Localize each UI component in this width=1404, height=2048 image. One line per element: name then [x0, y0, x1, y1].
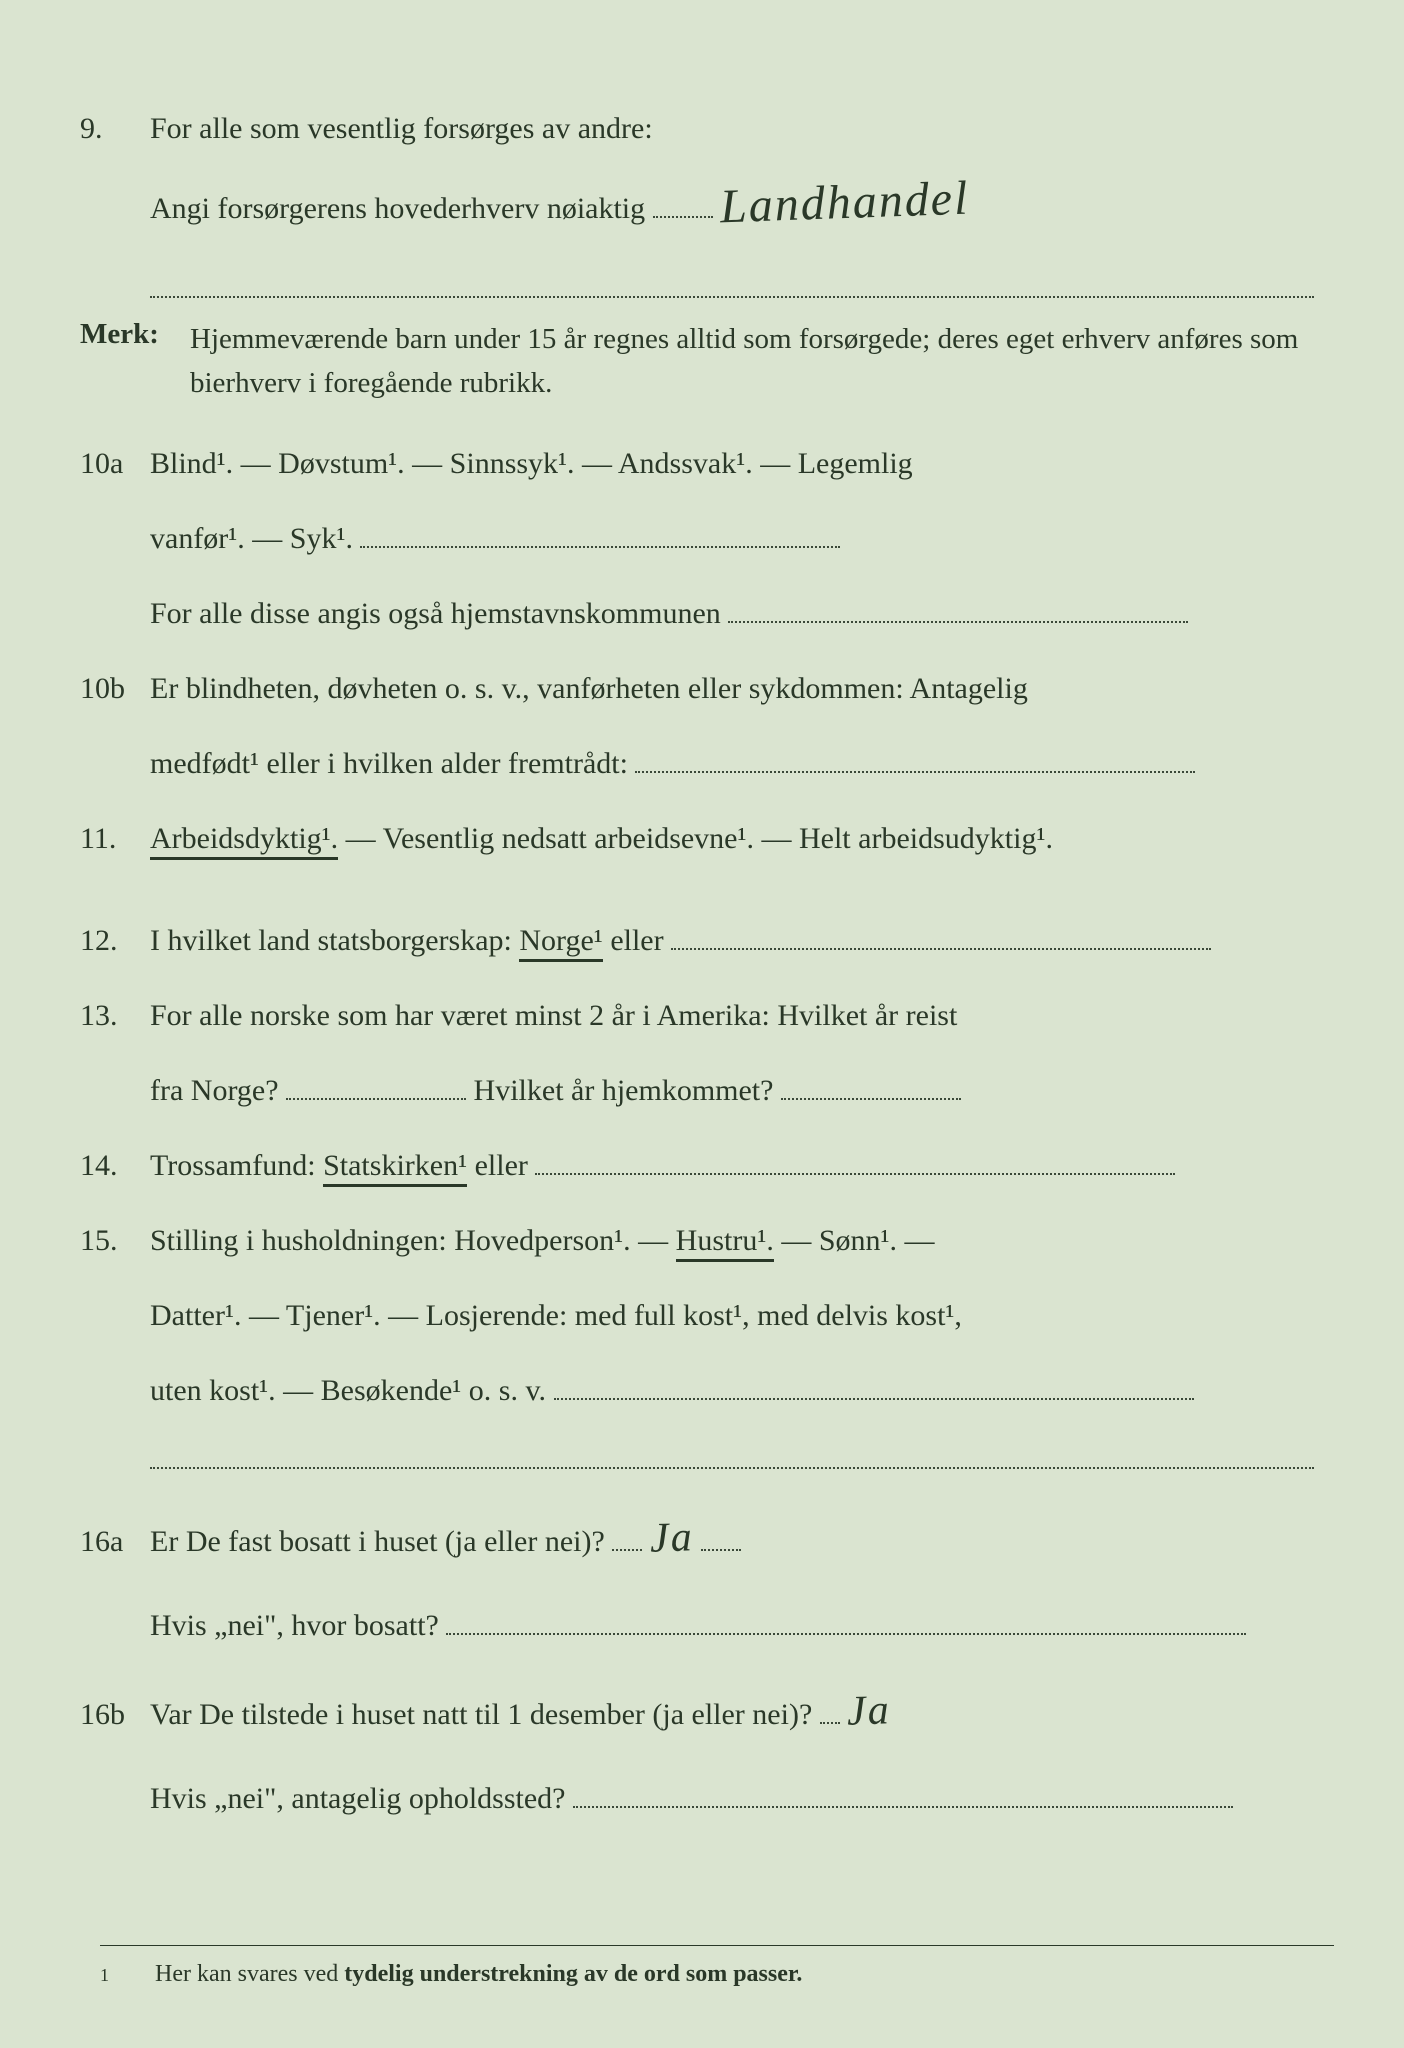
- question-16a: 16a Er De fast bosatt i huset (ja eller …: [80, 1499, 1334, 1579]
- q14-opt: Statskirken¹: [323, 1149, 467, 1187]
- q15-line3: uten kost¹. — Besøkende¹ o. s. v.: [150, 1374, 546, 1407]
- q16a-line2-wrap: Hvis „nei", hvor bosatt?: [150, 1597, 1334, 1654]
- q11-rest: — Vesentlig nedsatt arbeidsevne¹. — Helt…: [338, 822, 1053, 855]
- q10a-number: 10a: [80, 447, 150, 481]
- question-16b: 16b Var De tilstede i huset natt til 1 d…: [80, 1672, 1334, 1752]
- q15-line1b: — Sønn¹. —: [774, 1224, 935, 1257]
- q16b-blank2: [573, 1806, 1233, 1808]
- q10a-text: Blind¹. — Døvstum¹. — Sinnssyk¹. — Andss…: [150, 435, 1334, 492]
- q16b-line2: Hvis „nei", antagelig opholdssted?: [150, 1782, 566, 1815]
- q16b-line2-wrap: Hvis „nei", antagelig opholdssted?: [150, 1770, 1334, 1827]
- question-10b: 10b Er blindheten, døvheten o. s. v., va…: [80, 660, 1334, 717]
- q16a-answer: Ja: [648, 1498, 694, 1579]
- q15-line1a: Stilling i husholdningen: Hovedperson¹. …: [150, 1224, 676, 1257]
- q10b-line2-wrap: medfødt¹ eller i hvilken alder fremtrådt…: [150, 735, 1334, 792]
- q10a-line2: vanfør¹. — Syk¹.: [150, 522, 353, 555]
- q12-blank: [671, 948, 1211, 950]
- q11-opt1: Arbeidsdyktig¹.: [150, 822, 338, 860]
- q16b-text: Var De tilstede i huset natt til 1 desem…: [150, 1672, 1334, 1752]
- q12-prefix: I hvilket land statsborgerskap:: [150, 924, 519, 957]
- form-page: 9. For alle som vesentlig forsørges av a…: [0, 0, 1404, 2048]
- q16a-blank1: [701, 1549, 741, 1551]
- q10a-line3-wrap: For alle disse angis også hjemstavnskomm…: [150, 585, 1334, 642]
- q15-line3-wrap: uten kost¹. — Besøkende¹ o. s. v.: [150, 1362, 1334, 1419]
- q10a-line2-wrap: vanfør¹. — Syk¹.: [150, 510, 1334, 567]
- q13-text: For alle norske som har været minst 2 år…: [150, 987, 1334, 1044]
- question-11: 11. Arbeidsdyktig¹. — Vesentlig nedsatt …: [80, 810, 1334, 867]
- q15-number: 15.: [80, 1224, 150, 1258]
- q13-line2a: fra Norge?: [150, 1074, 279, 1107]
- q16b-number: 16b: [80, 1698, 150, 1732]
- q10b-line1: Er blindheten, døvheten o. s. v., vanfør…: [150, 672, 1028, 705]
- footnote: 1 Her kan svares ved tydelig understrekn…: [100, 1945, 1334, 1988]
- merk-label: Merk:: [80, 318, 190, 405]
- q16b-blank-pre: [820, 1722, 840, 1724]
- question-9: 9. For alle som vesentlig forsørges av a…: [80, 100, 1334, 248]
- q10a-line1: Blind¹. — Døvstum¹. — Sinnssyk¹. — Andss…: [150, 447, 913, 480]
- q9-dotted-line: [150, 266, 1314, 298]
- q15-text: Stilling i husholdningen: Hovedperson¹. …: [150, 1212, 1334, 1269]
- footnote-text: Her kan svares ved tydelig understreknin…: [155, 1961, 802, 1987]
- q11-text: Arbeidsdyktig¹. — Vesentlig nedsatt arbe…: [150, 810, 1334, 867]
- q13-line2-wrap: fra Norge? Hvilket år hjemkommet?: [150, 1062, 1334, 1119]
- q14-number: 14.: [80, 1149, 150, 1183]
- q16a-number: 16a: [80, 1525, 150, 1559]
- q16b-answer: Ja: [846, 1671, 892, 1752]
- q14-blank: [535, 1173, 1175, 1175]
- q9-blank: [653, 216, 713, 218]
- merk-note: Merk: Hjemmeværende barn under 15 år reg…: [80, 318, 1334, 405]
- q9-line1: For alle som vesentlig forsørges av andr…: [150, 112, 653, 145]
- q12-opt: Norge¹: [519, 924, 602, 962]
- q12-suffix: eller: [603, 924, 664, 957]
- q10b-text: Er blindheten, døvheten o. s. v., vanfør…: [150, 660, 1334, 717]
- question-15: 15. Stilling i husholdningen: Hovedperso…: [80, 1212, 1334, 1269]
- q10b-blank: [635, 771, 1195, 773]
- q9-number: 9.: [80, 112, 150, 146]
- q9-answer: Landhandel: [719, 153, 971, 253]
- q10b-line2: medfødt¹ eller i hvilken alder fremtrådt…: [150, 747, 628, 780]
- q10b-number: 10b: [80, 672, 150, 706]
- question-14: 14. Trossamfund: Statskirken¹ eller: [80, 1137, 1334, 1194]
- q13-blank1: [286, 1098, 466, 1100]
- q12-text: I hvilket land statsborgerskap: Norge¹ e…: [150, 912, 1334, 969]
- question-12: 12. I hvilket land statsborgerskap: Norg…: [80, 912, 1334, 969]
- q15-opt: Hustru¹.: [676, 1224, 774, 1262]
- q16a-blank-pre: [612, 1549, 642, 1551]
- question-13: 13. For alle norske som har været minst …: [80, 987, 1334, 1044]
- q12-number: 12.: [80, 924, 150, 958]
- q9-text: For alle som vesentlig forsørges av andr…: [150, 100, 1334, 248]
- q13-number: 13.: [80, 999, 150, 1033]
- q16a-line2: Hvis „nei", hvor bosatt?: [150, 1609, 439, 1642]
- q13-line2b: Hvilket år hjemkommet?: [474, 1074, 774, 1107]
- q15-dotted-line: [150, 1437, 1314, 1469]
- q10a-line3: For alle disse angis også hjemstavnskomm…: [150, 597, 721, 630]
- q10a-blank1: [360, 546, 840, 548]
- q16a-blank2: [446, 1633, 1246, 1635]
- q16a-line1: Er De fast bosatt i huset (ja eller nei)…: [150, 1525, 605, 1558]
- q10a-blank2: [728, 621, 1188, 623]
- q14-suffix: eller: [467, 1149, 528, 1182]
- q11-number: 11.: [80, 822, 150, 856]
- footnote-number: 1: [100, 1965, 109, 1985]
- question-10a: 10a Blind¹. — Døvstum¹. — Sinnssyk¹. — A…: [80, 435, 1334, 492]
- q15-line2: Datter¹. — Tjener¹. — Losjerende: med fu…: [150, 1287, 1334, 1344]
- q16a-text: Er De fast bosatt i huset (ja eller nei)…: [150, 1499, 1334, 1579]
- q14-prefix: Trossamfund:: [150, 1149, 323, 1182]
- q14-text: Trossamfund: Statskirken¹ eller: [150, 1137, 1334, 1194]
- q16b-line1: Var De tilstede i huset natt til 1 desem…: [150, 1698, 812, 1731]
- q13-line1: For alle norske som har været minst 2 år…: [150, 999, 957, 1032]
- merk-text: Hjemmeværende barn under 15 år regnes al…: [190, 318, 1334, 405]
- q15-blank: [554, 1398, 1194, 1400]
- q13-blank2: [781, 1098, 961, 1100]
- q9-line2: Angi forsørgerens hovederhverv nøiaktig: [150, 192, 645, 225]
